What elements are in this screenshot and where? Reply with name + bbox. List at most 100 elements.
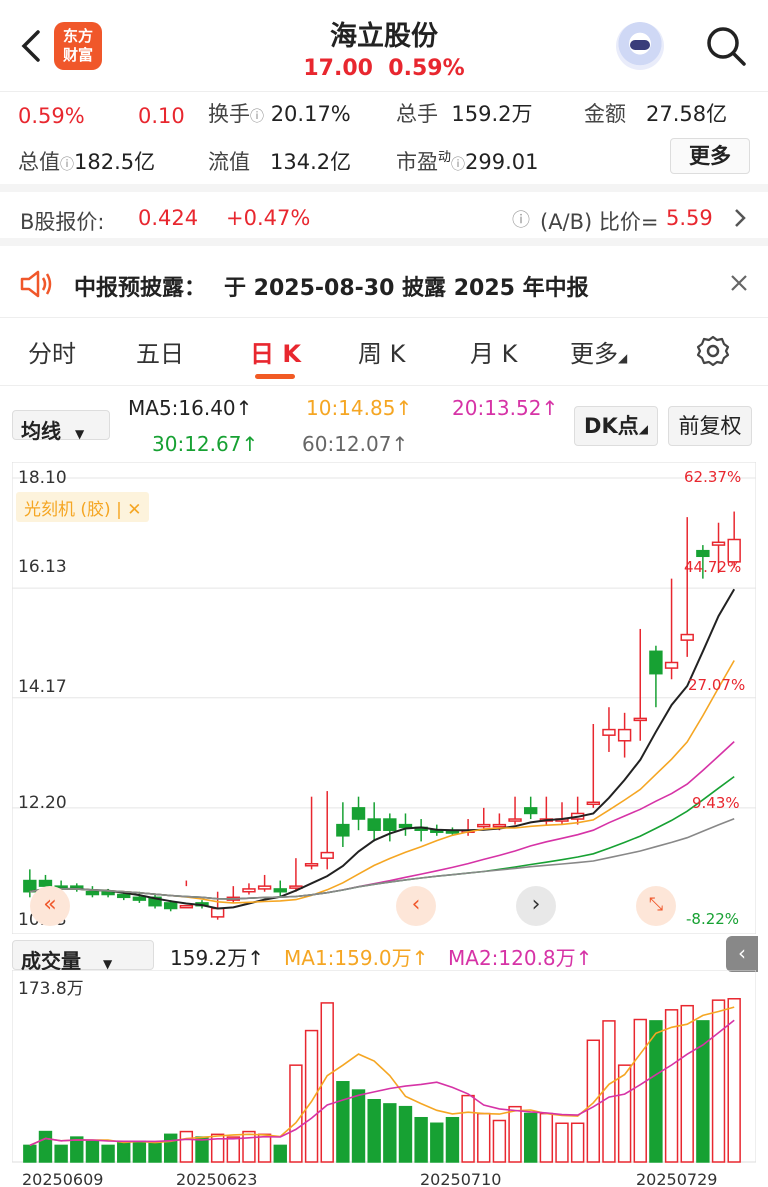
candle-body	[273, 888, 287, 893]
candle-body	[523, 807, 538, 815]
fullscreen-icon[interactable]: ⤡	[636, 886, 676, 926]
volume-bar	[430, 1122, 444, 1163]
price-line: 17.00 0.59%	[0, 56, 768, 81]
candle-body	[617, 728, 632, 742]
b-share-row[interactable]: B股报价: 0.424 +0.47% ⓘ (A/B) 比价= 5.59	[0, 192, 768, 246]
stat-amount: 金额 27.58亿	[584, 102, 728, 126]
b-share-label: B股报价:	[20, 210, 105, 234]
volume-bar	[304, 1029, 319, 1163]
stat-volume: 总手 159.2万	[396, 102, 533, 126]
candle	[85, 886, 100, 898]
price-adjust-button[interactable]: 前复权	[668, 406, 752, 446]
tab-more[interactable]: 更多◢	[570, 340, 628, 368]
indicator-dropdown[interactable]: 均线 ▼	[12, 410, 110, 443]
candle-body	[696, 549, 710, 558]
volume-bar	[586, 1039, 601, 1163]
volume-dropdown[interactable]: 成交量 ▼	[12, 940, 154, 973]
candle-body	[383, 818, 397, 831]
volume-bar	[664, 1009, 679, 1163]
tab-monthly-k[interactable]: 月 K	[470, 340, 518, 368]
close-icon[interactable]	[730, 274, 748, 292]
volume-bar	[649, 1020, 663, 1163]
rewind-button[interactable]: «	[30, 886, 70, 926]
back-arrow-icon[interactable]	[16, 26, 46, 66]
volume-bar	[289, 1064, 303, 1163]
search-icon[interactable]	[704, 24, 748, 68]
candle-body	[367, 818, 381, 831]
tab-weekly-k[interactable]: 周 K	[358, 340, 406, 368]
candle-body	[210, 907, 225, 918]
volume-bar	[210, 1133, 225, 1163]
tab-five-day[interactable]: 五日	[136, 340, 184, 368]
candle	[257, 874, 272, 892]
volume-bar	[85, 1140, 100, 1163]
candlestick-chart[interactable]	[12, 462, 756, 934]
notice-bar[interactable]: 中报预披露： 于 2025-08-30 披露 2025 年中报	[0, 254, 768, 318]
candle	[336, 802, 350, 847]
volume-bar	[367, 1099, 381, 1163]
candle-body	[680, 633, 694, 641]
volume-bar	[477, 1112, 491, 1163]
volume-bar	[132, 1140, 147, 1163]
volume-bar	[523, 1112, 538, 1163]
volume-bar	[383, 1103, 397, 1163]
vol-ma1-legend: MA1:159.0万↑	[284, 946, 429, 970]
sector-tag[interactable]: 光刻机 (胶) | ✕	[16, 492, 150, 522]
candle-body	[664, 661, 679, 669]
candle	[555, 802, 569, 825]
pct-label: 9.43%	[692, 794, 740, 812]
candle-body	[649, 650, 663, 675]
y-tick-label: 14.17	[18, 677, 67, 697]
x-date-label: 20250609	[22, 1170, 104, 1187]
tab-daily-k[interactable]: 日 K	[250, 340, 301, 368]
volume-bar	[570, 1122, 585, 1163]
candle-body	[711, 541, 726, 546]
candle	[210, 891, 225, 920]
help-icon[interactable]: ⓘ	[512, 210, 530, 231]
candle	[633, 628, 647, 741]
y-tick-label: 16.13	[18, 557, 67, 577]
scroll-left-button[interactable]: ‹	[396, 886, 436, 926]
vol-ma2-legend: MA2:120.8万↑	[448, 946, 593, 970]
candle-body	[351, 807, 366, 820]
stock-name: 海立股份	[330, 21, 438, 52]
volume-bar	[508, 1105, 522, 1163]
active-tab-indicator	[255, 374, 295, 379]
candle	[649, 645, 663, 708]
notice-title: 中报预披露：	[74, 276, 207, 301]
assistant-robot-icon[interactable]	[616, 22, 664, 70]
ma5-line	[29, 588, 736, 910]
candle	[570, 796, 585, 825]
stat-change-pct: 0.59%	[18, 104, 85, 128]
candle	[367, 802, 381, 842]
chevron-down-icon: ▼	[103, 957, 113, 971]
stat-turnover: 换手ⓘ 20.17%	[208, 102, 351, 126]
volume-bar	[633, 1018, 647, 1163]
candle	[320, 791, 334, 870]
candle-body	[148, 896, 162, 907]
dk-points-button[interactable]: DK点◢	[574, 406, 658, 446]
speaker-icon	[20, 270, 52, 298]
chevron-down-icon: ▼	[75, 427, 85, 441]
candle	[242, 883, 256, 895]
app-logo: 东方 财富	[54, 22, 102, 70]
collapse-panel-button[interactable]: ‹	[726, 936, 758, 972]
candle	[398, 813, 413, 836]
stat-pe: 市盈动ⓘ299.01	[396, 150, 539, 174]
settings-gear-icon[interactable]	[696, 334, 730, 368]
stat-change-amt: 0.10	[138, 104, 185, 128]
pct-label: -8.22%	[686, 910, 740, 928]
candle-body	[179, 904, 194, 909]
chevron-right-icon	[735, 209, 746, 227]
scroll-right-button[interactable]: ›	[516, 886, 556, 926]
candle-body	[101, 890, 115, 896]
notice-text: 于 2025-08-30 披露 2025 年中报	[224, 276, 589, 301]
candle	[727, 511, 741, 568]
tab-intraday[interactable]: 分时	[28, 340, 76, 368]
more-stats-button[interactable]: 更多	[670, 138, 750, 174]
candle	[148, 894, 162, 909]
candle	[508, 796, 522, 825]
x-date-label: 20250623	[176, 1170, 258, 1187]
volume-bar	[70, 1136, 84, 1163]
volume-chart[interactable]	[12, 970, 756, 1166]
